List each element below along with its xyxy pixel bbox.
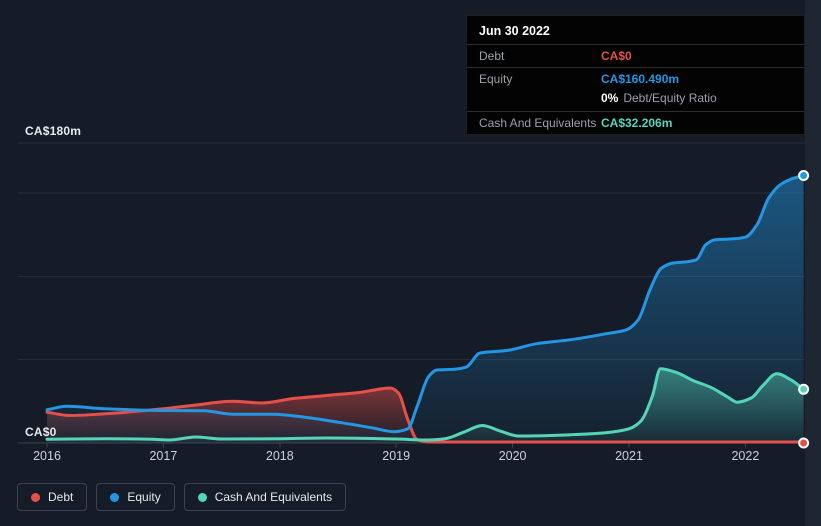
tooltip-ratio-label: Debt/Equity Ratio <box>623 91 717 105</box>
x-axis-label: 2018 <box>265 449 294 463</box>
x-axis-label: 2022 <box>731 449 760 463</box>
tooltip-debt-label: Debt <box>479 49 505 63</box>
cash-end-marker <box>798 383 810 395</box>
equity-series-dot-icon <box>110 492 120 502</box>
equity-end-marker <box>798 170 810 181</box>
x-axis-label: 2017 <box>149 449 178 463</box>
tooltip-date: Jun 30 2022 <box>479 24 550 38</box>
x-axis-label: 2020 <box>498 449 527 463</box>
tooltip-debt-value: CA$0 <box>601 49 632 63</box>
y-axis-label-zero: CA$0 <box>25 425 57 439</box>
debt-series-dot-icon <box>31 492 40 502</box>
legend-item-equity[interactable]: Equity <box>96 483 175 511</box>
cash-line <box>45 367 806 442</box>
cash-area <box>47 368 804 443</box>
x-axis-label: 2019 <box>382 449 411 463</box>
tooltip-row-ratio: 0% Debt/Equity Ratio <box>467 90 804 111</box>
tooltip-cash-value: CA$32.206m <box>601 116 673 130</box>
legend-item-cash[interactable]: Cash And Equivalents <box>183 483 347 511</box>
tooltip-cash-label: Cash And Equivalents <box>479 116 597 130</box>
tooltip-equity-value: CA$160.490m <box>601 72 680 86</box>
tooltip-row-cash: Cash And Equivalents CA$32.206m <box>467 111 804 134</box>
tooltip-equity-label: Equity <box>479 72 513 86</box>
debt-end-marker <box>798 437 810 449</box>
equity-line <box>45 174 806 434</box>
chart-tooltip: Jun 30 2022 Debt CA$0 Equity CA$160.490m… <box>466 15 805 135</box>
legend: Debt Equity Cash And Equivalents <box>17 483 347 511</box>
legend-label-debt: Debt <box>48 490 74 504</box>
cash-series-dot-icon <box>197 492 207 502</box>
y-axis-label-max: CA$180m <box>25 124 82 138</box>
tooltip-row-equity: Equity CA$160.490m <box>467 67 804 90</box>
equity-area <box>47 175 804 443</box>
tooltip-ratio-value: 0% <box>601 91 619 105</box>
legend-label-equity: Equity <box>127 490 161 504</box>
x-axis-label: 2016 <box>33 449 61 463</box>
legend-item-debt[interactable]: Debt <box>17 483 88 511</box>
tooltip-row-debt: Debt CA$0 <box>467 44 804 67</box>
legend-label-cash: Cash And Equivalents <box>214 490 333 504</box>
x-axis-label: 2021 <box>615 449 643 463</box>
